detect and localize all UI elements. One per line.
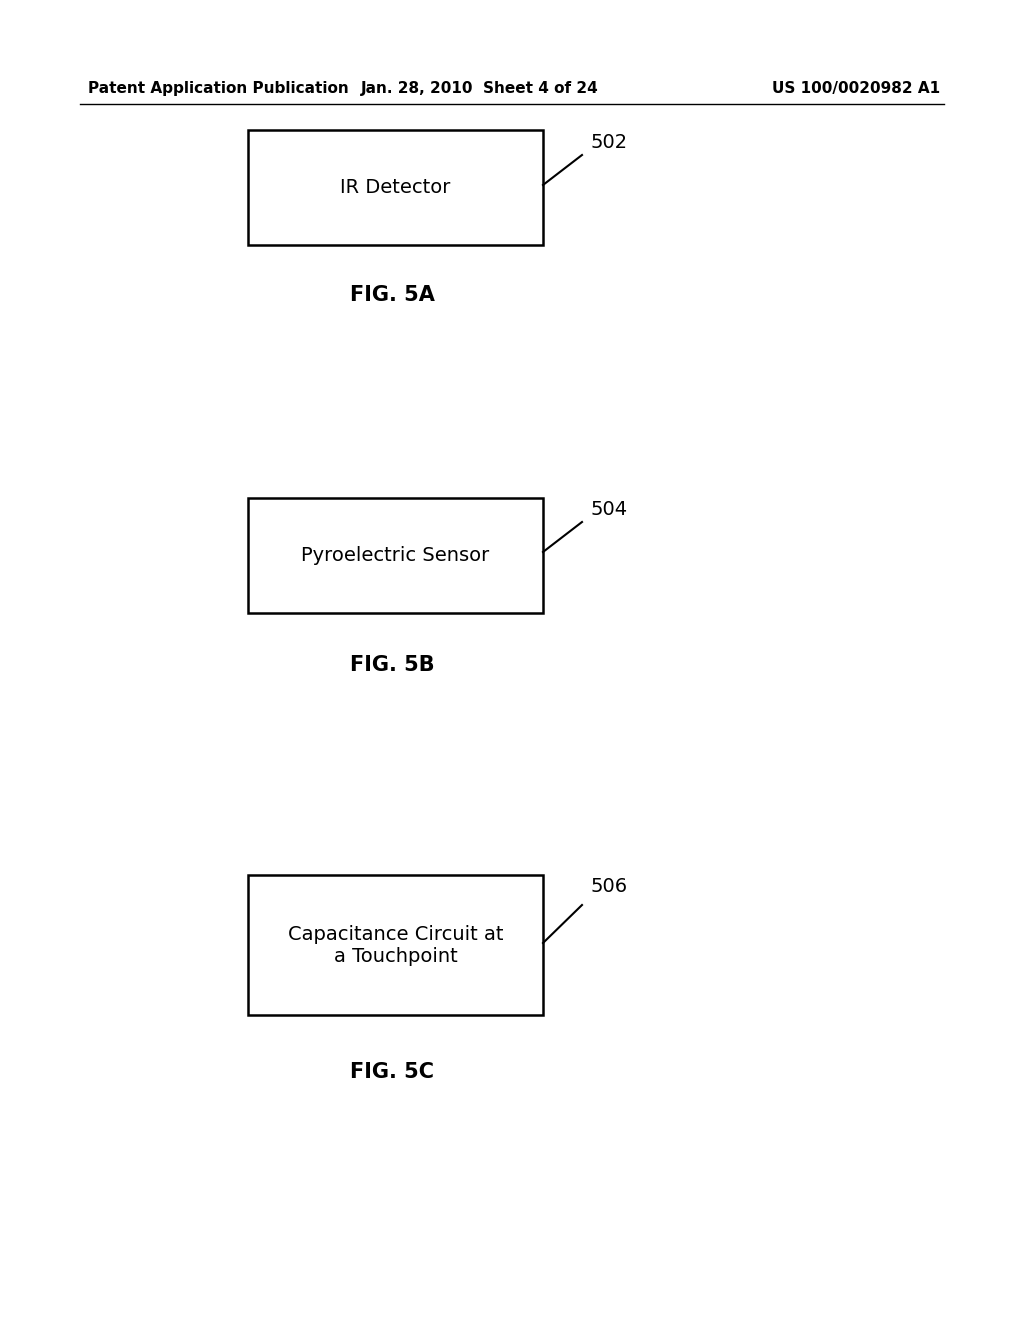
Bar — [248, 498, 543, 612]
Bar — [248, 129, 543, 246]
Bar — [248, 875, 543, 1015]
Text: FIG. 5B: FIG. 5B — [349, 655, 434, 675]
Text: IR Detector: IR Detector — [340, 178, 451, 197]
Text: Pyroelectric Sensor: Pyroelectric Sensor — [301, 546, 489, 565]
Text: Jan. 28, 2010  Sheet 4 of 24: Jan. 28, 2010 Sheet 4 of 24 — [361, 81, 599, 95]
Text: Patent Application Publication: Patent Application Publication — [88, 81, 349, 95]
Text: FIG. 5A: FIG. 5A — [349, 285, 434, 305]
Text: FIG. 5C: FIG. 5C — [350, 1063, 434, 1082]
Text: Capacitance Circuit at
a Touchpoint: Capacitance Circuit at a Touchpoint — [288, 924, 503, 965]
Text: US 100/0020982 A1: US 100/0020982 A1 — [772, 81, 940, 95]
Text: 504: 504 — [590, 500, 627, 519]
Text: 506: 506 — [590, 876, 627, 896]
Text: 502: 502 — [590, 133, 627, 152]
